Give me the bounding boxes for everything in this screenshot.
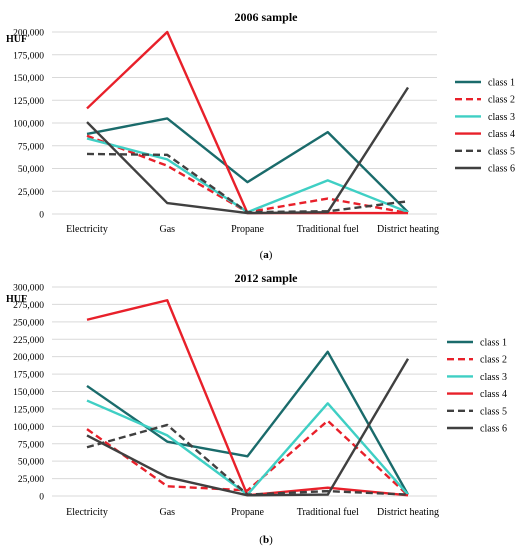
legend-entry: class 2 <box>480 355 507 366</box>
legend-entry: class 3 <box>480 372 507 383</box>
y-tick-label: 150,000 <box>13 74 44 84</box>
x-tick-label: Electricity <box>66 507 108 518</box>
y-tick-labels: 0 25,000 50,000 75,000 100,000 125,000 150,000… <box>13 284 44 503</box>
series-line-class-6 <box>86 358 410 497</box>
y-tick-label: 200,000 <box>13 353 44 363</box>
x-tick-labels: Electricity Gas Propane Traditional fuel Dis… <box>66 224 439 235</box>
y-tick-label: 0 <box>39 211 44 221</box>
x-tick-label: Gas <box>159 507 175 518</box>
x-tick-label: Traditional fuel <box>297 507 359 518</box>
legend-entry: class 6 <box>480 424 507 435</box>
y-tick-label: 275,000 <box>13 301 44 311</box>
legend-entry: class 5 <box>480 406 507 417</box>
series-lines <box>86 299 410 497</box>
legend-entry: class 4 <box>488 129 515 140</box>
chart-title: 2006 sample <box>235 10 299 24</box>
grid-lines <box>52 286 437 497</box>
series-line-class-6 <box>86 86 410 215</box>
y-tick-label: 125,000 <box>13 97 44 107</box>
legend-entry: class 5 <box>488 146 515 157</box>
y-tick-label: 175,000 <box>13 371 44 381</box>
y-tick-label: 225,000 <box>13 336 44 346</box>
y-tick-label: 100,000 <box>13 423 44 433</box>
legend-entry: class 3 <box>488 112 515 123</box>
y-tick-label: 200,000 <box>13 29 44 39</box>
series-lines <box>86 30 410 215</box>
x-tick-label: Propane <box>231 224 264 235</box>
series-line-class-1 <box>86 117 409 214</box>
series-line-class-1 <box>86 350 410 496</box>
legend: class 1 class 2 class 3 class 4 class 5 class… <box>447 338 507 435</box>
y-tick-label: 150,000 <box>13 388 44 398</box>
series-line-class-3 <box>86 399 409 496</box>
legend-entry: class 6 <box>488 164 515 175</box>
y-axis-unit: HUF <box>6 294 27 305</box>
y-tick-label: 75,000 <box>18 142 44 152</box>
y-tick-label: 125,000 <box>13 405 44 415</box>
y-tick-label: 25,000 <box>18 475 44 485</box>
legend-entry: class 2 <box>488 95 515 106</box>
series-line-class-2 <box>86 419 409 497</box>
legend-entry: class 1 <box>480 338 507 349</box>
x-tick-labels: Electricity Gas Propane Traditional fuel Dis… <box>66 507 439 518</box>
legend: class 1 class 2 class 3 class 4 class 5 class… <box>455 78 515 175</box>
x-tick-label: Traditional fuel <box>297 224 359 235</box>
y-tick-label: 75,000 <box>18 440 44 450</box>
chart-2012: 2012 sample HUF 0 25,000 50,000 75,000 100,0… <box>6 271 507 546</box>
y-tick-label: 300,000 <box>13 284 44 294</box>
y-tick-label: 175,000 <box>13 51 44 61</box>
panel-label: (a) <box>260 249 273 261</box>
series-line-class-3 <box>86 137 409 214</box>
series-line-class-2 <box>86 134 409 215</box>
x-tick-label: Propane <box>231 507 264 518</box>
y-tick-label: 100,000 <box>13 120 44 130</box>
chart-title: 2012 sample <box>235 271 299 285</box>
x-tick-label: District heating <box>377 507 439 518</box>
x-tick-label: Gas <box>159 224 175 235</box>
y-tick-label: 250,000 <box>13 318 44 328</box>
y-axis-unit: HUF <box>6 34 27 45</box>
series-line-class-4 <box>86 299 409 497</box>
chart-2006: 2006 sample HUF 0 25,000 50,000 75,000 100,0… <box>6 10 515 261</box>
y-tick-label: 0 <box>39 493 44 503</box>
legend-entry: class 1 <box>488 78 515 89</box>
y-tick-labels: 0 25,000 50,000 75,000 100,000 125,000 150,000… <box>13 29 44 221</box>
x-tick-label: District heating <box>377 224 439 235</box>
y-tick-label: 50,000 <box>18 458 44 468</box>
y-tick-label: 50,000 <box>18 165 44 175</box>
grid-lines <box>52 31 437 215</box>
x-tick-label: Electricity <box>66 224 108 235</box>
y-tick-label: 25,000 <box>18 188 44 198</box>
panel-label: (b) <box>259 534 273 546</box>
legend-entry: class 4 <box>480 389 507 400</box>
